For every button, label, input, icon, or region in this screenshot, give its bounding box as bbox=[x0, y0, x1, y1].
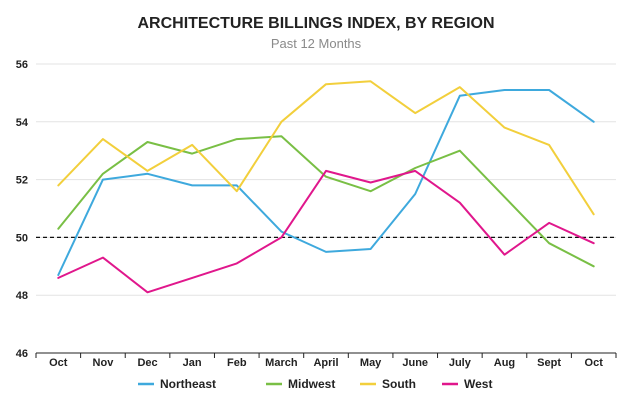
x-tick-label: July bbox=[449, 357, 472, 369]
y-tick-label: 46 bbox=[16, 348, 28, 360]
y-tick-label: 52 bbox=[16, 175, 28, 187]
y-tick-label: 50 bbox=[16, 232, 28, 244]
grid bbox=[36, 63, 616, 296]
axes: 46 48 50 52 54 56 Oct Nov Dec Jan Feb March April May… bbox=[16, 59, 617, 369]
legend-label-northeast: Northeast bbox=[160, 377, 216, 391]
legend-label-west: West bbox=[464, 377, 492, 391]
x-tick-label: Sept bbox=[537, 357, 561, 369]
series-line-south bbox=[57, 80, 595, 216]
x-tick-label: March bbox=[265, 357, 298, 369]
series-line-midwest bbox=[57, 135, 595, 268]
y-tick-label: 48 bbox=[16, 290, 28, 302]
chart-title: ARCHITECTURE BILLINGS INDEX, BY REGION bbox=[137, 15, 494, 32]
x-tick-label: June bbox=[402, 357, 428, 369]
x-tick-label: Nov bbox=[93, 357, 115, 369]
x-tick-label: May bbox=[360, 357, 382, 369]
legend-label-south: South bbox=[382, 377, 416, 391]
x-tick-label: April bbox=[313, 357, 338, 369]
series-line-northeast bbox=[57, 89, 595, 276]
series-line-west bbox=[57, 169, 595, 294]
legend: Northeast Midwest South West bbox=[138, 377, 492, 391]
y-tick-label: 54 bbox=[16, 117, 29, 129]
x-tick-label: Dec bbox=[137, 357, 157, 369]
x-tick-label: Oct bbox=[49, 357, 68, 369]
x-tick-label: Jan bbox=[183, 357, 202, 369]
x-tick-label: Oct bbox=[585, 357, 604, 369]
chart-subtitle: Past 12 Months bbox=[271, 36, 362, 51]
y-tick-label: 56 bbox=[16, 59, 28, 71]
series-lines bbox=[57, 80, 595, 294]
x-tick-label: Feb bbox=[227, 357, 247, 369]
legend-label-midwest: Midwest bbox=[288, 377, 335, 391]
x-tick-label: Aug bbox=[494, 357, 515, 369]
